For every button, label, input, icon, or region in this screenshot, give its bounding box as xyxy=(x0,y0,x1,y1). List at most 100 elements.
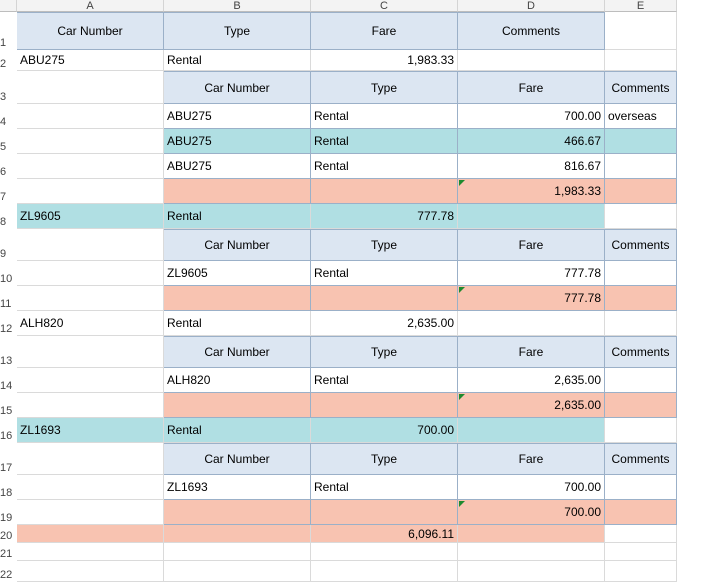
detail-fare[interactable]: 816.67 xyxy=(458,154,605,179)
empty-cell[interactable] xyxy=(605,12,677,50)
empty-cell[interactable] xyxy=(605,543,677,561)
detail-car-number[interactable]: ABU275 xyxy=(164,129,311,154)
row-header-5[interactable]: 5 xyxy=(0,141,7,153)
empty-cell[interactable] xyxy=(17,368,164,393)
detail-car-number[interactable]: ZL1693 xyxy=(164,475,311,500)
empty-cell[interactable] xyxy=(17,229,164,261)
header-type[interactable]: Type xyxy=(164,12,311,50)
subtotal-blank[interactable] xyxy=(311,179,458,204)
empty-cell[interactable] xyxy=(17,261,164,286)
subtotal-blank[interactable] xyxy=(311,393,458,418)
empty-cell[interactable] xyxy=(17,543,164,561)
row-header-14[interactable]: 14 xyxy=(0,380,13,392)
subtotal-fare[interactable]: 777.78 xyxy=(458,286,605,311)
summary-type[interactable]: Rental xyxy=(164,418,311,443)
subtotal-blank[interactable] xyxy=(605,179,677,204)
detail-type[interactable]: Rental xyxy=(311,261,458,286)
header-fare[interactable]: Fare xyxy=(311,12,458,50)
summary-blank[interactable] xyxy=(458,311,605,336)
detail-header-fare[interactable]: Fare xyxy=(458,443,605,475)
subtotal-blank[interactable] xyxy=(164,179,311,204)
empty-cell[interactable] xyxy=(164,561,311,582)
detail-car-number[interactable]: ABU275 xyxy=(164,154,311,179)
row-header-16[interactable]: 16 xyxy=(0,430,13,442)
row-header-22[interactable]: 22 xyxy=(0,569,13,581)
detail-type[interactable]: Rental xyxy=(311,368,458,393)
detail-header-car-number[interactable]: Car Number xyxy=(164,229,311,261)
subtotal-blank[interactable] xyxy=(164,393,311,418)
summary-blank[interactable] xyxy=(458,418,605,443)
detail-header-comments[interactable]: Comments xyxy=(605,443,677,475)
detail-fare[interactable]: 2,635.00 xyxy=(458,368,605,393)
row-header-12[interactable]: 12 xyxy=(0,323,13,335)
row-header-10[interactable]: 10 xyxy=(0,273,13,285)
summary-car-number[interactable]: ZL1693 xyxy=(17,418,164,443)
summary-type[interactable]: Rental xyxy=(164,50,311,71)
empty-cell[interactable] xyxy=(458,543,605,561)
row-header-4[interactable]: 4 xyxy=(0,116,7,128)
detail-header-car-number[interactable]: Car Number xyxy=(164,336,311,368)
row-header-15[interactable]: 15 xyxy=(0,405,13,417)
detail-comments[interactable] xyxy=(605,368,677,393)
detail-fare[interactable]: 700.00 xyxy=(458,475,605,500)
empty-cell[interactable] xyxy=(605,418,677,443)
row-header-11[interactable]: 11 xyxy=(0,298,12,310)
summary-car-number[interactable]: ALH820 xyxy=(17,311,164,336)
detail-car-number[interactable]: ABU275 xyxy=(164,104,311,129)
detail-header-fare[interactable]: Fare xyxy=(458,229,605,261)
empty-cell[interactable] xyxy=(311,561,458,582)
total-blank[interactable] xyxy=(164,525,311,543)
subtotal-fare[interactable]: 700.00 xyxy=(458,500,605,525)
subtotal-fare[interactable]: 2,635.00 xyxy=(458,393,605,418)
detail-type[interactable]: Rental xyxy=(311,154,458,179)
empty-cell[interactable] xyxy=(164,543,311,561)
row-header-7[interactable]: 7 xyxy=(0,191,7,203)
row-header-3[interactable]: 3 xyxy=(0,91,7,103)
subtotal-blank[interactable] xyxy=(605,286,677,311)
row-header-6[interactable]: 6 xyxy=(0,166,7,178)
row-header-20[interactable]: 20 xyxy=(0,530,13,542)
detail-header-car-number[interactable]: Car Number xyxy=(164,443,311,475)
subtotal-blank[interactable] xyxy=(164,500,311,525)
empty-cell[interactable] xyxy=(17,286,164,311)
subtotal-blank[interactable] xyxy=(311,500,458,525)
empty-cell[interactable] xyxy=(17,336,164,368)
detail-header-type[interactable]: Type xyxy=(311,229,458,261)
detail-header-type[interactable]: Type xyxy=(311,443,458,475)
empty-cell[interactable] xyxy=(17,443,164,475)
empty-cell[interactable] xyxy=(311,543,458,561)
detail-type[interactable]: Rental xyxy=(311,104,458,129)
summary-blank[interactable] xyxy=(458,204,605,229)
summary-fare[interactable]: 700.00 xyxy=(311,418,458,443)
empty-cell[interactable] xyxy=(17,475,164,500)
subtotal-blank[interactable] xyxy=(605,500,677,525)
header-comments[interactable]: Comments xyxy=(458,12,605,50)
detail-type[interactable]: Rental xyxy=(311,475,458,500)
detail-header-car-number[interactable]: Car Number xyxy=(164,71,311,104)
row-header-19[interactable]: 19 xyxy=(0,512,13,524)
empty-cell[interactable] xyxy=(17,71,164,104)
empty-cell[interactable] xyxy=(605,204,677,229)
detail-comments[interactable] xyxy=(605,475,677,500)
summary-type[interactable]: Rental xyxy=(164,204,311,229)
empty-cell[interactable] xyxy=(605,311,677,336)
detail-header-comments[interactable]: Comments xyxy=(605,336,677,368)
summary-type[interactable]: Rental xyxy=(164,311,311,336)
summary-car-number[interactable]: ZL9605 xyxy=(17,204,164,229)
detail-fare[interactable]: 700.00 xyxy=(458,104,605,129)
detail-header-type[interactable]: Type xyxy=(311,71,458,104)
subtotal-blank[interactable] xyxy=(164,286,311,311)
column-header-d[interactable]: D xyxy=(458,0,605,12)
detail-comments[interactable]: overseas xyxy=(605,104,677,129)
detail-header-comments[interactable]: Comments xyxy=(605,229,677,261)
summary-blank[interactable] xyxy=(458,50,605,71)
detail-comments[interactable] xyxy=(605,154,677,179)
column-header-c[interactable]: C xyxy=(311,0,458,12)
row-header-9[interactable]: 9 xyxy=(0,248,7,260)
empty-cell[interactable] xyxy=(17,154,164,179)
empty-cell[interactable] xyxy=(17,104,164,129)
summary-car-number[interactable]: ABU275 xyxy=(17,50,164,71)
empty-cell[interactable] xyxy=(605,525,677,543)
empty-cell[interactable] xyxy=(17,561,164,582)
column-header-a[interactable]: A xyxy=(17,0,164,12)
